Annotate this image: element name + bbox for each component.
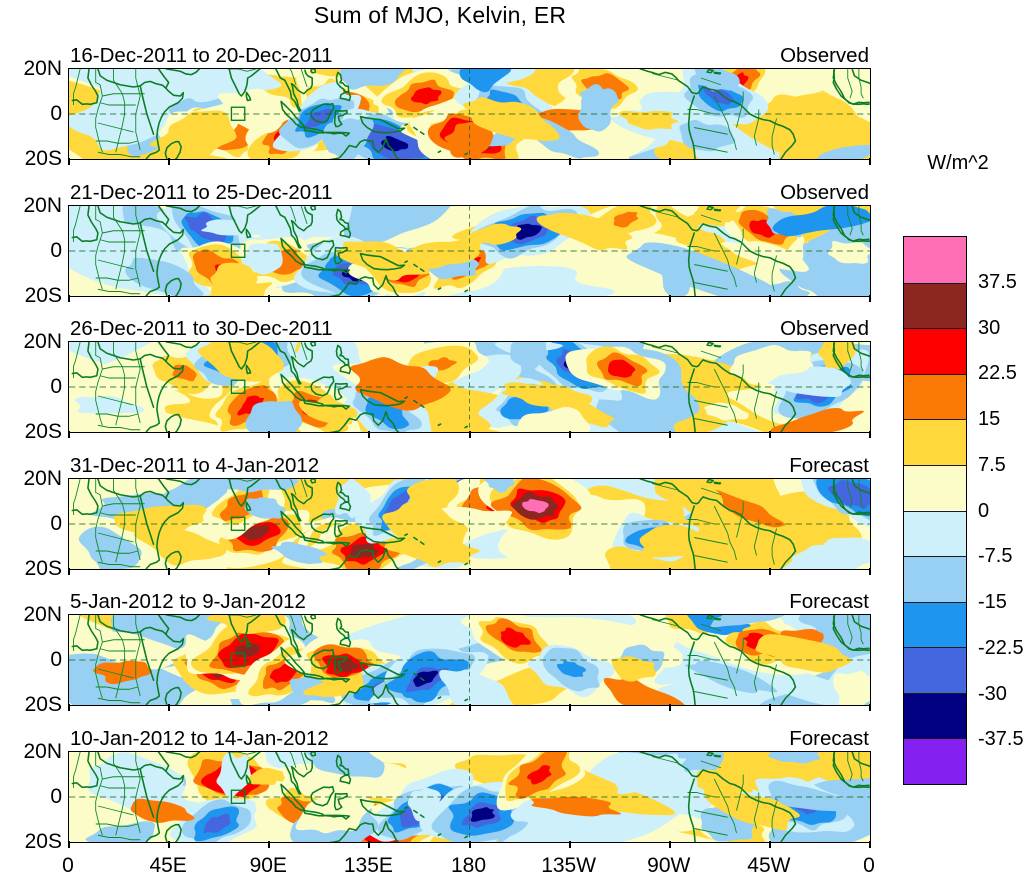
y-ticklabel-5-3: 20S bbox=[24, 693, 62, 716]
panel-header-3: 26-Dec-2011 to 30-Dec-2011 Observed bbox=[70, 317, 869, 341]
y-ticklabel-1-3: 20S bbox=[24, 147, 62, 170]
y-ticklabel-4-2: 0 bbox=[50, 512, 62, 535]
colorbar-unit-label: W/m^2 bbox=[927, 152, 989, 174]
colorbar-ticklabel-10: -30 bbox=[978, 682, 1007, 705]
colorbar-ticklabel-8: -15 bbox=[978, 591, 1007, 613]
colorbar-band-3 bbox=[904, 328, 966, 374]
colorbar-ticklabel-4: 15 bbox=[978, 408, 1001, 430]
x-ticklabel-7: 90W bbox=[647, 854, 691, 877]
map-panel-2[interactable] bbox=[68, 205, 871, 297]
y-ticklabel-4-1: 20N bbox=[23, 467, 62, 490]
panel-header-6: 10-Jan-2012 to 14-Jan-2012 Forecast bbox=[70, 727, 869, 751]
colorbar-band-12 bbox=[904, 738, 966, 784]
y-ticklabel-3-2: 0 bbox=[50, 375, 62, 398]
panel-tickmarks-2 bbox=[68, 295, 871, 302]
panel-header-2: 21-Dec-2011 to 25-Dec-2011 Observed bbox=[70, 181, 869, 205]
panel-kind-1: Observed bbox=[780, 44, 869, 67]
panel-kind-3: Observed bbox=[780, 317, 869, 340]
colorbar-ticklabel-3: 22.5 bbox=[978, 362, 1017, 385]
x-ticklabel-4: 135E bbox=[343, 854, 393, 877]
y-ticklabel-5-2: 0 bbox=[50, 648, 62, 671]
y-ticklabel-6-1: 20N bbox=[23, 740, 62, 763]
y-ticklabel-2-1: 20N bbox=[23, 194, 62, 217]
x-ticklabel-9: 0 bbox=[863, 854, 875, 877]
x-ticklabel-1: 0 bbox=[62, 854, 74, 877]
colorbar-band-11 bbox=[904, 692, 966, 739]
colorbar-band-4 bbox=[904, 373, 966, 420]
map-plot-2 bbox=[69, 206, 870, 296]
panel-daterange-2: 21-Dec-2011 to 25-Dec-2011 bbox=[70, 181, 333, 204]
x-ticklabel-6: 135W bbox=[541, 854, 597, 877]
y-ticklabel-3-3: 20S bbox=[24, 420, 62, 443]
panel-tickmarks-3 bbox=[68, 431, 871, 438]
colorbar-band-7 bbox=[904, 510, 966, 557]
panel-header-5: 5-Jan-2012 to 9-Jan-2012 Forecast bbox=[70, 590, 869, 614]
map-plot-1 bbox=[69, 69, 870, 159]
colorbar-ticklabel-6: 0 bbox=[978, 499, 990, 522]
y-ticklabel-6-2: 0 bbox=[50, 785, 62, 808]
y-ticklabel-3-1: 20N bbox=[23, 330, 62, 353]
map-panel-5[interactable] bbox=[68, 614, 871, 706]
panel-tickmarks-5 bbox=[68, 704, 871, 711]
panel-header-4: 31-Dec-2011 to 4-Jan-2012 Forecast bbox=[70, 454, 869, 478]
y-ticklabel-1-1: 20N bbox=[23, 57, 62, 80]
y-ticklabel-2-3: 20S bbox=[24, 284, 62, 307]
panel-daterange-5: 5-Jan-2012 to 9-Jan-2012 bbox=[70, 590, 306, 613]
colorbar-band-8 bbox=[904, 556, 966, 602]
colorbar-band-10 bbox=[904, 647, 966, 693]
y-ticklabel-6-3: 20S bbox=[24, 830, 62, 853]
colorbar-ticklabel-9: -22.5 bbox=[978, 636, 1024, 659]
colorbar-band-9 bbox=[904, 601, 966, 648]
panel-kind-5: Forecast bbox=[789, 590, 869, 613]
map-panel-6[interactable] bbox=[68, 751, 871, 843]
colorbar-band-2 bbox=[904, 282, 966, 329]
y-ticklabel-5-1: 20N bbox=[23, 603, 62, 626]
map-panel-1[interactable] bbox=[68, 68, 871, 160]
x-ticklabel-2: 45E bbox=[149, 854, 187, 877]
colorbar-ticklabel-7: -7.5 bbox=[978, 545, 1013, 568]
x-axis-ticklabels: 0 45E 90E 135E 180 135W 90W 45W 0 bbox=[62, 854, 875, 880]
panel-daterange-4: 31-Dec-2011 to 4-Jan-2012 bbox=[70, 454, 320, 477]
panel-daterange-1: 16-Dec-2011 to 20-Dec-2011 bbox=[70, 44, 333, 67]
panel-daterange-3: 26-Dec-2011 to 30-Dec-2011 bbox=[70, 317, 333, 340]
panel-kind-2: Observed bbox=[780, 181, 869, 204]
colorbar-band-6 bbox=[904, 464, 966, 511]
panel-kind-6: Forecast bbox=[789, 727, 869, 750]
map-plot-6 bbox=[69, 752, 870, 842]
map-panel-4[interactable] bbox=[68, 478, 871, 570]
colorbar[interactable] bbox=[903, 236, 967, 785]
y-ticklabel-2-2: 0 bbox=[50, 239, 62, 262]
colorbar-band-1 bbox=[904, 237, 966, 283]
x-ticklabel-3: 90E bbox=[249, 854, 287, 877]
colorbar-band-5 bbox=[904, 419, 966, 465]
y-ticklabel-1-2: 0 bbox=[50, 102, 62, 125]
map-plot-3 bbox=[69, 342, 870, 432]
colorbar-ticklabel-5: 7.5 bbox=[978, 453, 1006, 476]
map-plot-4 bbox=[69, 479, 870, 569]
panel-tickmarks-6 bbox=[68, 841, 871, 848]
colorbar-ticklabel-11: -37.5 bbox=[978, 728, 1024, 751]
colorbar-ticklabel-1: 37.5 bbox=[978, 270, 1017, 293]
map-plot-5 bbox=[69, 615, 870, 705]
figure-title: Sum of MJO, Kelvin, ER bbox=[313, 2, 567, 28]
x-ticklabel-5: 180 bbox=[450, 854, 487, 877]
panel-header-1: 16-Dec-2011 to 20-Dec-2011 Observed bbox=[70, 44, 869, 68]
y-ticklabel-4-3: 20S bbox=[24, 557, 62, 580]
panel-kind-4: Forecast bbox=[789, 454, 869, 477]
x-ticklabel-8: 45W bbox=[747, 854, 791, 877]
panel-tickmarks-1 bbox=[68, 158, 871, 165]
colorbar-ticklabel-2: 30 bbox=[978, 316, 1001, 339]
panel-tickmarks-4 bbox=[68, 568, 871, 575]
map-panel-3[interactable] bbox=[68, 341, 871, 433]
panel-daterange-6: 10-Jan-2012 to 14-Jan-2012 bbox=[70, 727, 329, 750]
